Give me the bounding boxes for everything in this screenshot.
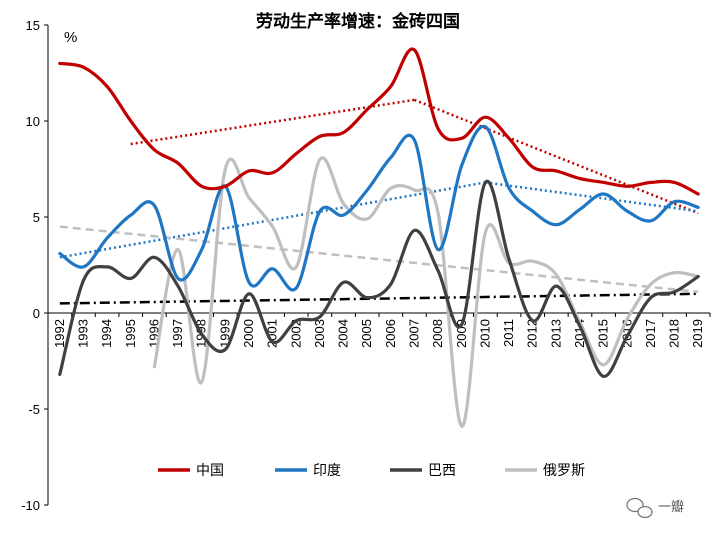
series-line-3: [152, 156, 700, 428]
x-tick-label: 2005: [359, 319, 374, 348]
x-tick-label: 1993: [75, 319, 90, 348]
legend-label-3: 俄罗斯: [543, 463, 585, 479]
wechat-icon: [626, 497, 653, 519]
series-line-0: [58, 47, 700, 196]
y-axis-unit: %: [64, 29, 77, 46]
trendline-2-segment-0: [59, 292, 699, 305]
y-tick-label: 5: [33, 210, 40, 225]
x-tick-label: 2013: [548, 319, 563, 348]
watermark: 一瓣: [626, 497, 684, 519]
series-line-2: [58, 179, 700, 378]
legend-label-2: 巴西: [428, 463, 456, 479]
y-tick-label: 15: [26, 18, 40, 33]
series-line-1: [58, 124, 700, 292]
x-tick-label: 2010: [477, 319, 492, 348]
legend-label-1: 印度: [313, 463, 341, 479]
y-tick-label: 10: [26, 114, 40, 129]
legend-label-0: 中国: [196, 463, 224, 479]
chart-title: 劳动生产率增速：金砖四国: [256, 11, 460, 32]
y-tick-label: -5: [28, 402, 40, 417]
x-tick-label: 2018: [667, 319, 682, 348]
x-tick-label: 2011: [501, 319, 516, 347]
x-tick-label: 2008: [430, 319, 445, 348]
x-axis: 1992 1993 1994 1995 1996 1997 1998 1999 2000 2001…: [47, 312, 711, 348]
trendline-1-segment-1: [485, 181, 699, 213]
y-tick-label: 0: [33, 306, 40, 321]
watermark-text: 一瓣: [658, 500, 684, 515]
y-axis: -10 -5 0 5 10 15: [21, 18, 49, 513]
x-tick-label: 2007: [406, 319, 421, 348]
x-tick-label: 2015: [596, 319, 611, 348]
x-tick-label: 2004: [336, 319, 351, 348]
x-tick-label: 2002: [288, 319, 303, 348]
x-tick-label: 2019: [690, 319, 705, 348]
x-tick-label: 1992: [52, 319, 67, 348]
y-tick-label: -10: [21, 498, 40, 513]
legend: 中国 印度 巴西 俄罗斯: [158, 463, 585, 479]
x-tick-label: 2017: [643, 319, 658, 348]
x-tick-label: 1994: [99, 319, 114, 348]
x-tick-label: 1995: [123, 319, 138, 348]
x-tick-label: 2003: [312, 319, 327, 348]
x-tick-label: 1997: [170, 319, 185, 348]
series-lines: [58, 47, 700, 428]
x-tick-label: 2006: [383, 319, 398, 348]
trendline-1-segment-0: [59, 181, 486, 259]
trendline-0-segment-1: [414, 98, 699, 215]
x-tick-label: 2012: [525, 319, 540, 348]
x-tick-label: 2000: [241, 319, 256, 348]
